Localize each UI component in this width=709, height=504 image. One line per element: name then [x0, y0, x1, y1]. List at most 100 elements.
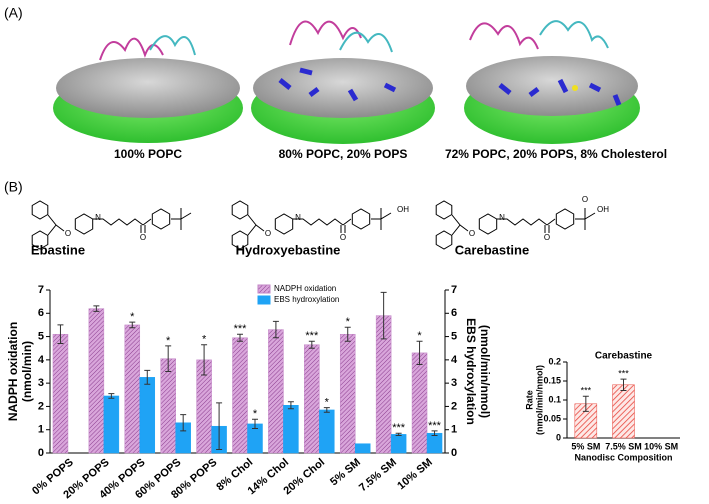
error-bar	[237, 333, 243, 342]
membrane-model	[53, 35, 243, 143]
y-axis-label: NADPH oxidation	[6, 322, 20, 421]
caption: 72% POPC, 20% POPS, 8% Cholesterol	[445, 147, 667, 161]
molecule-name: Ebastine	[31, 242, 85, 257]
molecule-name: Carebastine	[455, 242, 529, 257]
legend-label: NADPH oxidation	[274, 284, 336, 293]
bond	[93, 218, 152, 233]
bar	[139, 377, 156, 454]
error-bar	[416, 340, 423, 366]
y2-tick-label: 1	[451, 424, 457, 436]
significance-label: ***	[305, 330, 319, 342]
panel-label: (B)	[4, 179, 23, 195]
significance-label: ***	[392, 422, 406, 434]
significance-label: *	[346, 316, 351, 328]
membrane-model	[251, 20, 435, 144]
bar	[103, 395, 120, 454]
bond	[371, 208, 392, 230]
caption: 80% POPC, 20% POPS	[279, 147, 408, 161]
bar	[268, 329, 284, 454]
bond	[497, 218, 556, 233]
significance-label: ***	[234, 323, 248, 335]
atom-label: OH	[397, 205, 409, 214]
significance-label: *	[202, 334, 207, 346]
error-bar	[252, 418, 258, 430]
chemical-structure: O N O Ebastine	[31, 200, 192, 257]
y2-tick-label: 4	[451, 354, 458, 366]
y-axis-label: (nmol/min/nmol)	[534, 365, 544, 435]
atom-label: O	[140, 233, 146, 242]
caption: 100% POPC	[114, 147, 182, 161]
error-bar	[201, 344, 208, 376]
y2-tick-label: 0	[451, 447, 457, 459]
error-bar	[272, 320, 279, 339]
bond	[478, 213, 498, 235]
x-tick-label: 5% SM	[571, 441, 600, 451]
chemical-structure: O N O OH Hydroxyebastine	[231, 200, 409, 257]
y2-tick-label: 7	[451, 284, 457, 296]
error-bar	[380, 291, 387, 340]
bar	[426, 432, 443, 454]
legend-label: EBS hydroxylation	[274, 295, 339, 304]
y-axis-label: Rate	[524, 390, 534, 410]
atom-label: O	[544, 233, 550, 242]
error-bar	[308, 340, 315, 349]
bond	[451, 214, 469, 236]
significance-label: ***	[581, 386, 592, 396]
panel-label: (A)	[4, 5, 23, 21]
bond	[575, 208, 596, 230]
bond	[435, 200, 453, 220]
bond	[247, 214, 265, 236]
bond	[171, 208, 192, 230]
bond	[231, 230, 249, 250]
atom-label: O	[65, 229, 71, 238]
significance-label: ***	[428, 420, 442, 432]
bar	[354, 443, 371, 454]
x-axis-label: Nanodisc Composition	[574, 452, 672, 462]
y-tick-label: 7	[38, 284, 44, 296]
error-bar	[57, 324, 64, 345]
error-bar	[93, 305, 100, 312]
bar	[304, 344, 320, 454]
bond	[31, 200, 49, 220]
significance-label: *	[417, 330, 422, 342]
y2-axis-label: (nmol/min/nmol)	[478, 325, 492, 418]
bar	[160, 358, 176, 454]
significance-label: *	[166, 335, 171, 347]
legend-swatch	[257, 284, 271, 294]
significance-label: *	[253, 408, 258, 420]
bond	[31, 230, 49, 250]
x-tick-label: 10% SM	[395, 456, 435, 492]
error-bar	[582, 395, 589, 412]
bar	[411, 352, 428, 454]
error-bar	[620, 378, 627, 391]
x-tick-label: 10% SM	[644, 441, 678, 451]
bond	[293, 218, 352, 233]
error-bar	[216, 402, 223, 451]
bond	[435, 230, 453, 250]
bond	[351, 208, 371, 230]
y-tick-label: 0.1	[548, 394, 561, 404]
y-tick-label: 3	[38, 377, 44, 389]
membrane-model	[464, 20, 640, 144]
y-tick-label: 4	[38, 354, 45, 366]
bond	[555, 208, 575, 230]
atom-label: N	[95, 213, 101, 222]
bar	[124, 324, 141, 454]
significance-label: ***	[618, 368, 629, 378]
legend-swatch	[257, 295, 271, 305]
bar	[283, 405, 299, 454]
bar	[232, 337, 248, 454]
error-bar	[344, 326, 351, 342]
atom-label: O	[469, 229, 475, 238]
error-bar	[395, 432, 402, 437]
bond	[74, 213, 94, 235]
error-bar	[287, 401, 294, 410]
bar	[319, 409, 335, 454]
y-tick-label: 6	[38, 307, 44, 319]
error-bar	[108, 393, 115, 399]
y-tick-label: 5	[38, 330, 44, 342]
atom-label: O	[265, 229, 271, 238]
atom-label: O	[340, 233, 346, 242]
y2-tick-label: 6	[451, 307, 457, 319]
chart-title: Carebastine	[595, 351, 653, 362]
